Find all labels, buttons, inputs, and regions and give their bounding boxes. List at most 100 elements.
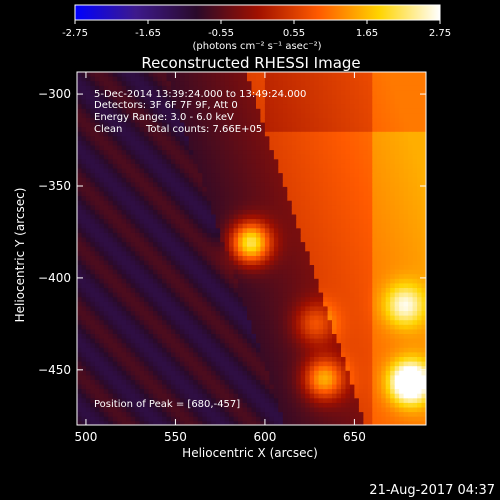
heatmap-cell xyxy=(349,347,355,353)
heatmap-cell xyxy=(296,288,302,294)
heatmap-cell xyxy=(197,122,203,128)
heatmap-cell xyxy=(233,177,239,183)
heatmap-cell xyxy=(238,274,244,280)
heatmap-cell xyxy=(354,163,360,170)
heatmap-cell xyxy=(188,329,194,335)
heatmap-cell xyxy=(318,375,324,381)
heatmap-cell xyxy=(354,297,360,303)
heatmap-cell xyxy=(81,85,87,91)
heatmap-cell xyxy=(291,393,297,399)
heatmap-cell xyxy=(233,260,239,266)
heatmap-cell xyxy=(81,393,87,399)
heatmap-cell xyxy=(256,416,262,422)
heatmap-cell xyxy=(238,260,244,266)
heatmap-cell xyxy=(121,260,127,266)
heatmap-cell xyxy=(354,122,360,128)
heatmap-cell xyxy=(103,81,109,87)
heatmap-cell xyxy=(126,407,132,413)
heatmap-cell xyxy=(130,214,136,220)
heatmap-cell xyxy=(256,223,262,229)
heatmap-cell xyxy=(171,421,177,425)
heatmap-cell xyxy=(108,292,114,298)
heatmap-cell xyxy=(305,200,311,206)
heatmap-cell xyxy=(117,366,123,372)
heatmap-cell xyxy=(175,95,181,101)
heatmap-cell xyxy=(166,232,172,239)
heatmap-cell xyxy=(296,228,302,234)
heatmap-cell xyxy=(327,274,333,280)
heatmap-cell xyxy=(242,159,248,165)
heatmap-cell xyxy=(166,278,172,284)
heatmap-cell xyxy=(144,416,150,422)
heatmap-cell xyxy=(148,357,154,363)
heatmap-cell xyxy=(108,122,114,128)
heatmap-cell xyxy=(77,173,83,179)
heatmap-cell xyxy=(323,150,329,156)
heatmap-cell xyxy=(363,214,369,220)
heatmap-cell xyxy=(264,297,270,303)
heatmap-cell xyxy=(345,145,351,151)
heatmap-cell xyxy=(135,177,141,183)
heatmap-cell xyxy=(291,214,297,220)
heatmap-cell xyxy=(296,380,302,386)
heatmap-cell xyxy=(85,177,91,183)
heatmap-cell xyxy=(233,150,239,156)
heatmap-cell xyxy=(206,255,212,262)
heatmap-cell xyxy=(206,232,212,239)
heatmap-cell xyxy=(296,283,302,289)
heatmap-cell xyxy=(269,329,275,335)
heatmap-cell xyxy=(135,205,141,211)
heatmap-cell xyxy=(144,108,150,114)
heatmap-cell xyxy=(327,81,333,87)
heatmap-cell xyxy=(287,421,293,425)
heatmap-cell xyxy=(197,265,203,271)
heatmap-cell xyxy=(305,127,311,133)
heatmap-cell xyxy=(215,306,221,312)
heatmap-cell xyxy=(175,186,181,193)
heatmap-cell xyxy=(278,324,284,330)
heatmap-cell xyxy=(318,232,324,239)
heatmap-cell xyxy=(229,163,235,170)
heatmap-cell xyxy=(282,242,288,248)
heatmap-cell xyxy=(157,343,163,349)
heatmap-cell xyxy=(300,338,306,344)
heatmap-cell xyxy=(260,237,266,243)
heatmap-cell xyxy=(206,398,212,404)
heatmap-cell xyxy=(211,407,217,413)
heatmap-cell xyxy=(175,76,181,82)
heatmap-cell xyxy=(135,81,141,87)
heatmap-cell xyxy=(264,242,270,248)
heatmap-cell xyxy=(206,361,212,367)
heatmap-cell xyxy=(81,72,87,78)
heatmap-cell xyxy=(341,260,347,266)
heatmap-cell xyxy=(179,186,185,193)
heatmap-cell xyxy=(112,200,118,206)
heatmap-cell xyxy=(184,338,190,344)
heatmap-cell xyxy=(179,260,185,266)
heatmap-cell xyxy=(153,163,159,170)
heatmap-cell xyxy=(215,389,221,395)
heatmap-cell xyxy=(90,150,96,156)
heatmap-cell xyxy=(135,278,141,284)
heatmap-cell xyxy=(184,122,190,128)
heatmap-cell xyxy=(103,186,109,193)
heatmap-cell xyxy=(206,338,212,344)
heatmap-cell xyxy=(166,182,172,188)
heatmap-cell xyxy=(336,182,342,188)
heatmap-cell xyxy=(251,421,257,425)
heatmap-cell xyxy=(220,223,226,229)
heatmap-cell xyxy=(238,145,244,151)
heatmap-cell xyxy=(282,200,288,206)
heatmap-cell xyxy=(121,347,127,353)
heatmap-cell xyxy=(103,200,109,206)
heatmap-cell xyxy=(135,402,141,409)
heatmap-cell xyxy=(233,200,239,206)
heatmap-cell xyxy=(153,108,159,114)
heatmap-cell xyxy=(363,85,369,91)
heatmap-cell xyxy=(291,85,297,91)
heatmap-cell xyxy=(233,297,239,303)
heatmap-cell xyxy=(215,407,221,413)
heatmap-cell xyxy=(184,347,190,353)
heatmap-cell xyxy=(282,131,288,137)
heatmap-cell xyxy=(349,416,355,422)
